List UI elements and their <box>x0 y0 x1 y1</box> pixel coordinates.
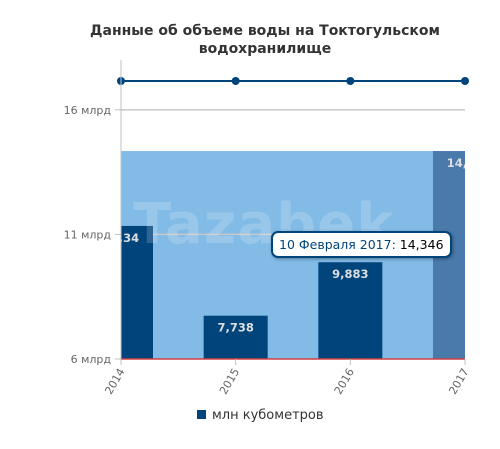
legend[interactable]: млн кубометров <box>197 408 324 423</box>
x-tick-label-2016: 2016 <box>332 366 357 397</box>
bar-2015 <box>203 315 268 359</box>
x-tick-label-2014: 2014 <box>102 366 127 397</box>
x-tick-label-2017: 2017 <box>446 366 471 397</box>
tooltip-value: 14,346 <box>399 237 444 252</box>
data-tooltip: 10 Февраля 2017: 14,346 <box>271 231 452 258</box>
bar-2016 <box>318 262 383 359</box>
chart-title-line-2: водохранилище <box>198 41 332 57</box>
top-marker-2016 <box>346 77 355 85</box>
y-tick-label-6: 6 млрд <box>71 353 112 366</box>
data-label-2014: 11,34 <box>103 231 139 245</box>
top-marker-2015 <box>231 77 240 85</box>
chart-title: Данные об объеме воды на Токтогульском в… <box>40 22 490 58</box>
y-tick-label-16: 16 млрд <box>64 104 112 117</box>
tooltip-date: 10 Февраля 2017: <box>279 237 396 252</box>
data-label-2015: 7,738 <box>217 321 253 335</box>
legend-label: млн кубометров <box>212 408 324 423</box>
bar-2014 <box>121 225 153 359</box>
y-tick-label-11: 11 млрд <box>64 228 112 241</box>
legend-swatch <box>197 410 206 419</box>
data-label-2016: 9,883 <box>332 267 368 281</box>
data-label-2017: 14,34 <box>447 156 483 170</box>
plot-area: 11,34 7,738 9,883 14,34 <box>103 109 483 359</box>
top-marker-2017 <box>461 77 469 85</box>
chart-title-line-1: Данные об объеме воды на Токтогульском <box>90 23 440 39</box>
x-tick-label-2015: 2015 <box>217 366 242 397</box>
